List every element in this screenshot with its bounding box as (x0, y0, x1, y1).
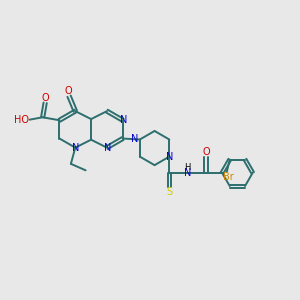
Text: O: O (64, 86, 72, 96)
Text: HO: HO (14, 115, 29, 125)
Text: N: N (166, 152, 173, 162)
Text: N: N (184, 168, 191, 178)
Text: S: S (166, 187, 172, 197)
Text: O: O (202, 147, 210, 157)
Text: H: H (184, 163, 191, 172)
Text: O: O (42, 93, 50, 103)
Text: N: N (131, 134, 138, 144)
Text: Br: Br (223, 172, 234, 182)
Text: N: N (120, 115, 127, 125)
Text: N: N (72, 142, 79, 153)
Text: N: N (104, 143, 112, 153)
